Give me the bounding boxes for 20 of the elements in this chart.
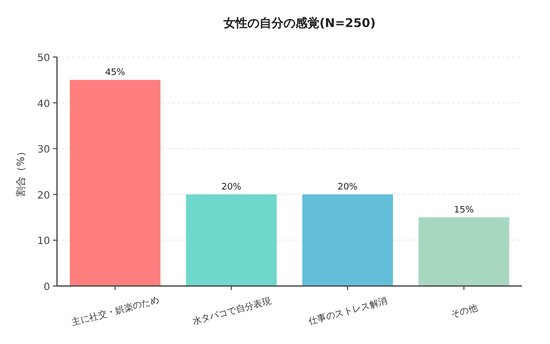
y-tick-label: 20 bbox=[37, 190, 50, 202]
y-tick-label: 40 bbox=[37, 98, 50, 110]
x-tick-label: その他 bbox=[450, 302, 479, 320]
data-label: 20% bbox=[221, 182, 242, 192]
data-label: 15% bbox=[454, 205, 474, 216]
bar bbox=[418, 217, 510, 286]
bar bbox=[186, 194, 277, 286]
data-label: 45% bbox=[105, 68, 126, 78]
x-tick-label: 水タバコで自分表現 bbox=[191, 296, 272, 328]
x-tick-label: 仕事のストレス解消 bbox=[307, 296, 389, 328]
chart-title: 女性の自分の感覚(N=250) bbox=[222, 16, 376, 30]
y-axis-title: 割合（%） bbox=[15, 146, 27, 196]
y-tick-label: 10 bbox=[37, 236, 50, 248]
bar bbox=[70, 80, 160, 286]
data-label: 20% bbox=[338, 182, 358, 192]
bar bbox=[302, 194, 393, 286]
y-tick-label: 0 bbox=[44, 282, 50, 293]
x-tick-label: 主に社交・娯楽のため bbox=[70, 294, 160, 328]
y-tick-label: 50 bbox=[37, 53, 50, 64]
y-tick-label: 30 bbox=[37, 144, 50, 156]
